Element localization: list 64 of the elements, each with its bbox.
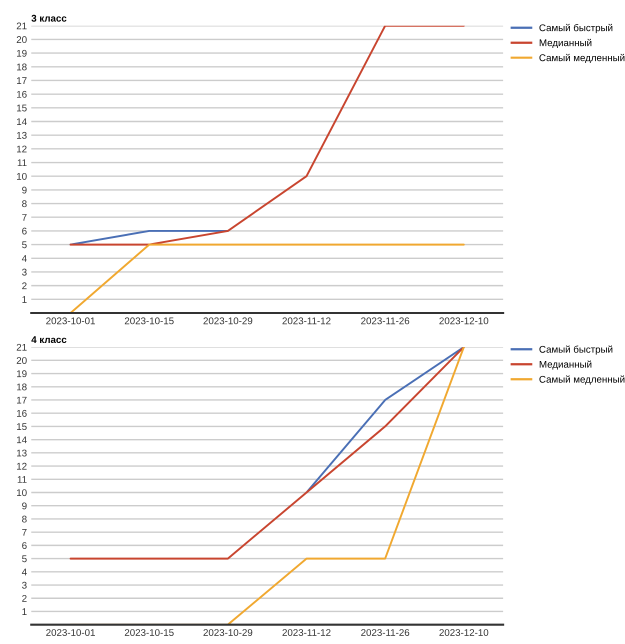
x-tick-label: 2023-12-10 bbox=[439, 317, 488, 324]
y-tick-label: 12 bbox=[17, 146, 27, 152]
y-tick-label: 17 bbox=[17, 396, 27, 404]
y-tick-label: 19 bbox=[17, 50, 27, 57]
y-tick-label: 18 bbox=[17, 64, 27, 70]
y-tick-label: 9 bbox=[22, 502, 27, 510]
y-tick-label: 7 bbox=[22, 528, 27, 536]
chart-title: 3 класс bbox=[31, 14, 66, 22]
legend-label: Медианный bbox=[540, 38, 592, 48]
y-tick-label: 2 bbox=[22, 282, 27, 290]
y-tick-label: 12 bbox=[17, 462, 27, 470]
x-tick-label: 2023-10-29 bbox=[203, 317, 252, 324]
y-tick-label: 7 bbox=[22, 214, 27, 221]
y-tick-label: 21 bbox=[16, 344, 27, 351]
x-tick-label: 2023-10-15 bbox=[124, 629, 174, 636]
y-tick-label: 9 bbox=[22, 186, 27, 194]
y-tick-label: 3 bbox=[22, 582, 27, 589]
y-tick-label: 20 bbox=[16, 357, 27, 364]
x-tick-label: 2023-10-29 bbox=[203, 629, 252, 636]
y-tick-label: 15 bbox=[17, 104, 27, 112]
x-tick-label: 2023-12-10 bbox=[439, 629, 488, 636]
y-tick-label: 8 bbox=[22, 200, 27, 208]
y-tick-label: 6 bbox=[22, 542, 27, 549]
x-tick-label: 2023-11-26 bbox=[361, 317, 410, 324]
y-tick-label: 19 bbox=[17, 370, 27, 378]
legend-label: Самый быстрый bbox=[539, 24, 612, 34]
y-tick-label: 1 bbox=[22, 608, 27, 615]
y-tick-label: 18 bbox=[17, 384, 27, 390]
line-series bbox=[70, 26, 465, 246]
y-tick-label: 10 bbox=[17, 489, 27, 496]
y-tick-label: 21 bbox=[16, 22, 27, 30]
x-tick-label: 2023-10-15 bbox=[124, 317, 174, 324]
y-tick-label: 13 bbox=[17, 132, 27, 139]
y-tick-label: 11 bbox=[18, 159, 27, 166]
y-tick-label: 5 bbox=[22, 555, 27, 562]
y-tick-label: 1 bbox=[22, 296, 27, 303]
legend-label: Самый медленный bbox=[539, 375, 624, 385]
legend-label: Самый быстрый bbox=[539, 345, 612, 355]
y-tick-label: 2 bbox=[22, 594, 27, 602]
x-tick-label: 2023-11-12 bbox=[282, 317, 331, 324]
x-tick-label: 2023-11-26 bbox=[361, 629, 410, 636]
y-tick-label: 16 bbox=[17, 410, 27, 417]
y-tick-label: 10 bbox=[17, 172, 27, 180]
y-tick-label: 11 bbox=[18, 476, 27, 483]
y-tick-label: 15 bbox=[17, 423, 27, 430]
y-tick-label: 13 bbox=[17, 450, 27, 456]
y-tick-label: 5 bbox=[22, 241, 27, 248]
y-tick-label: 4 bbox=[22, 255, 27, 262]
x-tick-label: 2023-11-12 bbox=[282, 629, 331, 636]
x-tick-label: 2023-10-01 bbox=[46, 317, 95, 324]
y-tick-label: 14 bbox=[17, 436, 27, 444]
y-tick-label: 6 bbox=[22, 228, 27, 235]
y-tick-label: 4 bbox=[22, 568, 27, 576]
legend-label: Самый медленный bbox=[539, 54, 624, 64]
y-tick-label: 20 bbox=[16, 36, 27, 44]
legend-label: Медианный bbox=[540, 360, 592, 370]
y-tick-label: 8 bbox=[22, 516, 27, 523]
line-series bbox=[70, 347, 465, 560]
y-tick-label: 3 bbox=[22, 268, 27, 276]
chart-title: 4 класс bbox=[31, 336, 66, 344]
y-tick-label: 17 bbox=[17, 77, 27, 84]
y-tick-label: 14 bbox=[17, 118, 27, 126]
x-tick-label: 2023-10-01 bbox=[46, 629, 95, 636]
y-tick-label: 16 bbox=[17, 90, 27, 98]
